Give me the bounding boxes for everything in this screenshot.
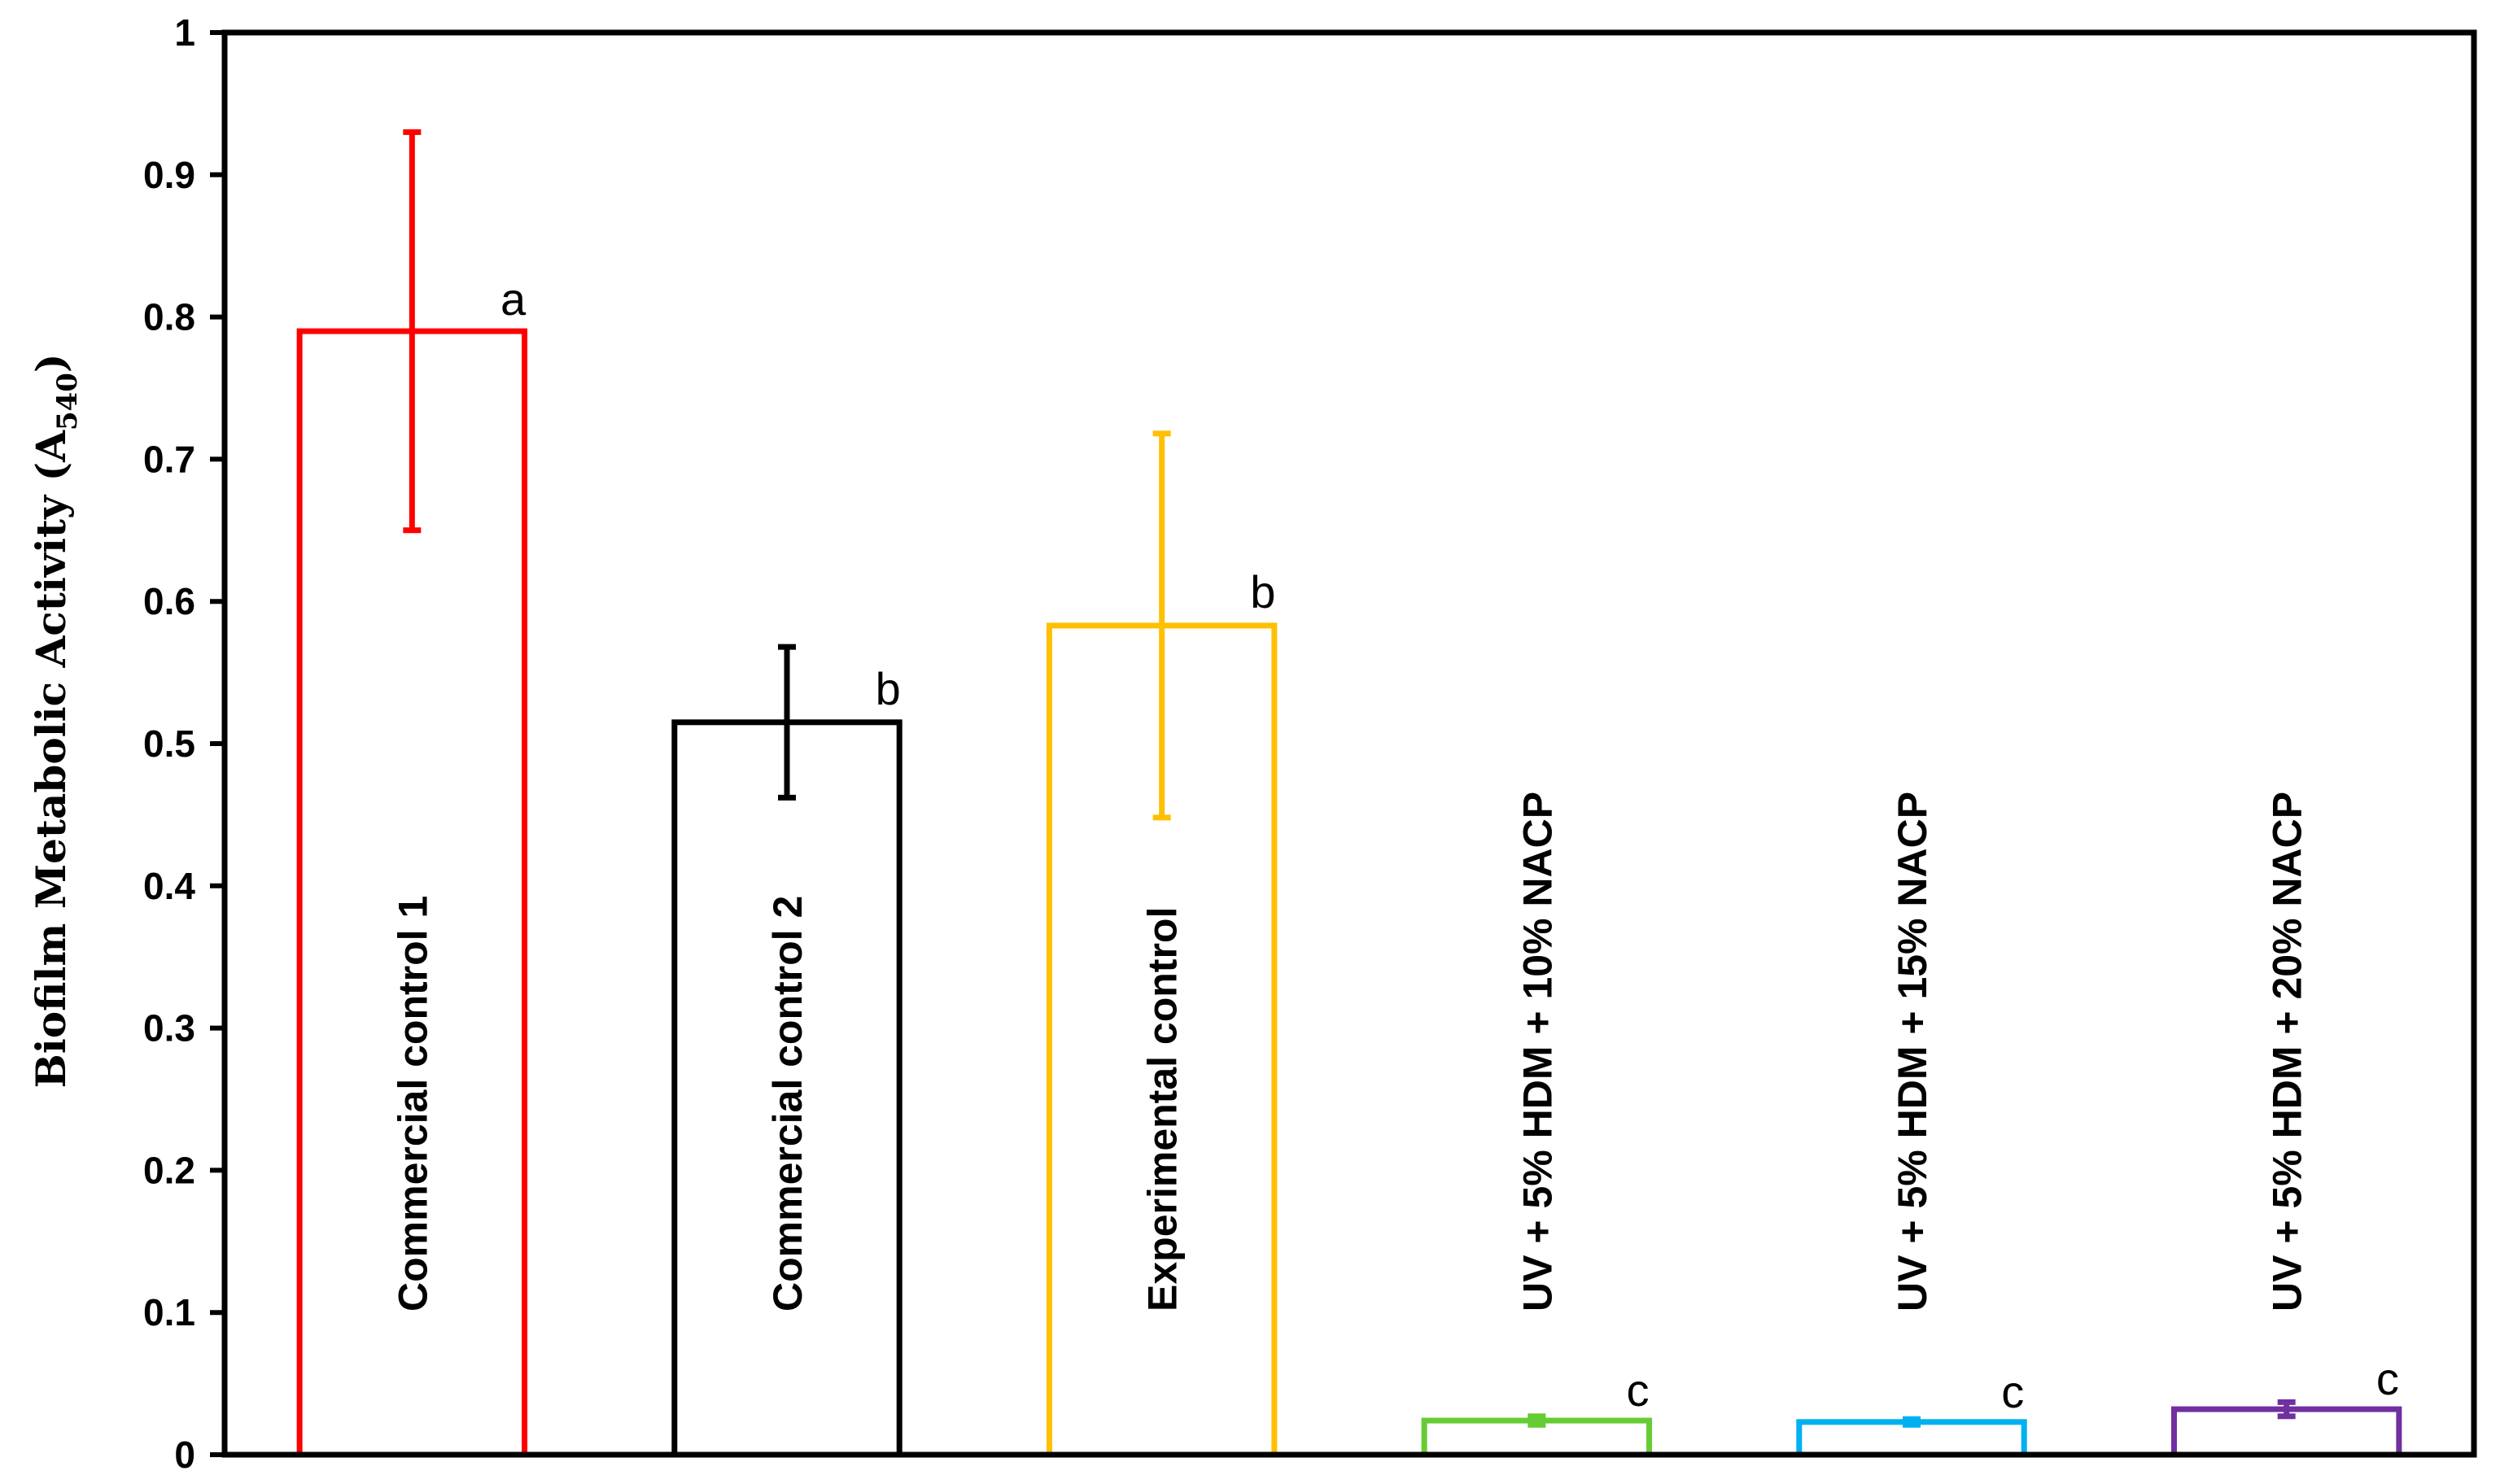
category-label-4: UV + 5% HDM + 10% NACP: [1514, 792, 1560, 1312]
category-label-6: UV + 5% HDM + 20% NACP: [2265, 792, 2310, 1312]
significance-label-2: b: [876, 663, 901, 714]
y-axis-label-main: Biofilm Metabolic Activity (A: [27, 430, 75, 1089]
y-tick-label-9: 0.9: [143, 154, 195, 196]
significance-label-4: c: [1627, 1364, 1650, 1416]
bar-labels-layer: Commercial control 1 Commercial control 2…: [390, 792, 2310, 1312]
plot-frame: [221, 29, 2477, 1458]
y-axis-label: Biofilm Metabolic Activity (A540): [27, 353, 84, 1088]
y-tick-label-6: 0.6: [143, 580, 195, 622]
category-label-1: Commercial control 1: [390, 896, 435, 1312]
category-label-2: Commercial control 2: [765, 896, 811, 1312]
y-tick-label-3: 0.3: [143, 1007, 195, 1050]
y-tick-label-0: 0: [174, 1434, 195, 1476]
y-tick-label-10: 1: [174, 11, 195, 54]
y-tick-labels-layer: 0 0.1 0.2 0.3 0.4 0.5 0.6 0.7 0.8 0.9 1: [143, 11, 195, 1476]
y-tick-label-5: 0.5: [143, 722, 195, 765]
y-axis-label-close: ): [27, 353, 75, 373]
category-label-5: UV + 5% HDM + 15% NACP: [1890, 792, 1935, 1312]
y-tick-label-7: 0.7: [143, 438, 195, 480]
y-tick-label-2: 0.2: [143, 1149, 195, 1191]
bars-layer: [296, 328, 2402, 1458]
error-bars-layer: [403, 129, 2296, 1428]
y-axis-label-subscript: 540: [51, 373, 84, 430]
y-tick-label-8: 0.8: [143, 296, 195, 338]
significance-label-5: c: [2001, 1366, 2024, 1417]
category-label-3: Experimental control: [1140, 907, 1186, 1312]
significance-labels-layer: a b b c c c: [500, 273, 2399, 1417]
significance-label-3: b: [1250, 566, 1275, 618]
y-tick-label-4: 0.4: [143, 865, 195, 907]
significance-label-6: c: [2376, 1353, 2399, 1404]
axes-layer: [210, 29, 2477, 1458]
significance-label-1: a: [500, 273, 527, 325]
y-tick-label-1: 0.1: [143, 1291, 195, 1333]
